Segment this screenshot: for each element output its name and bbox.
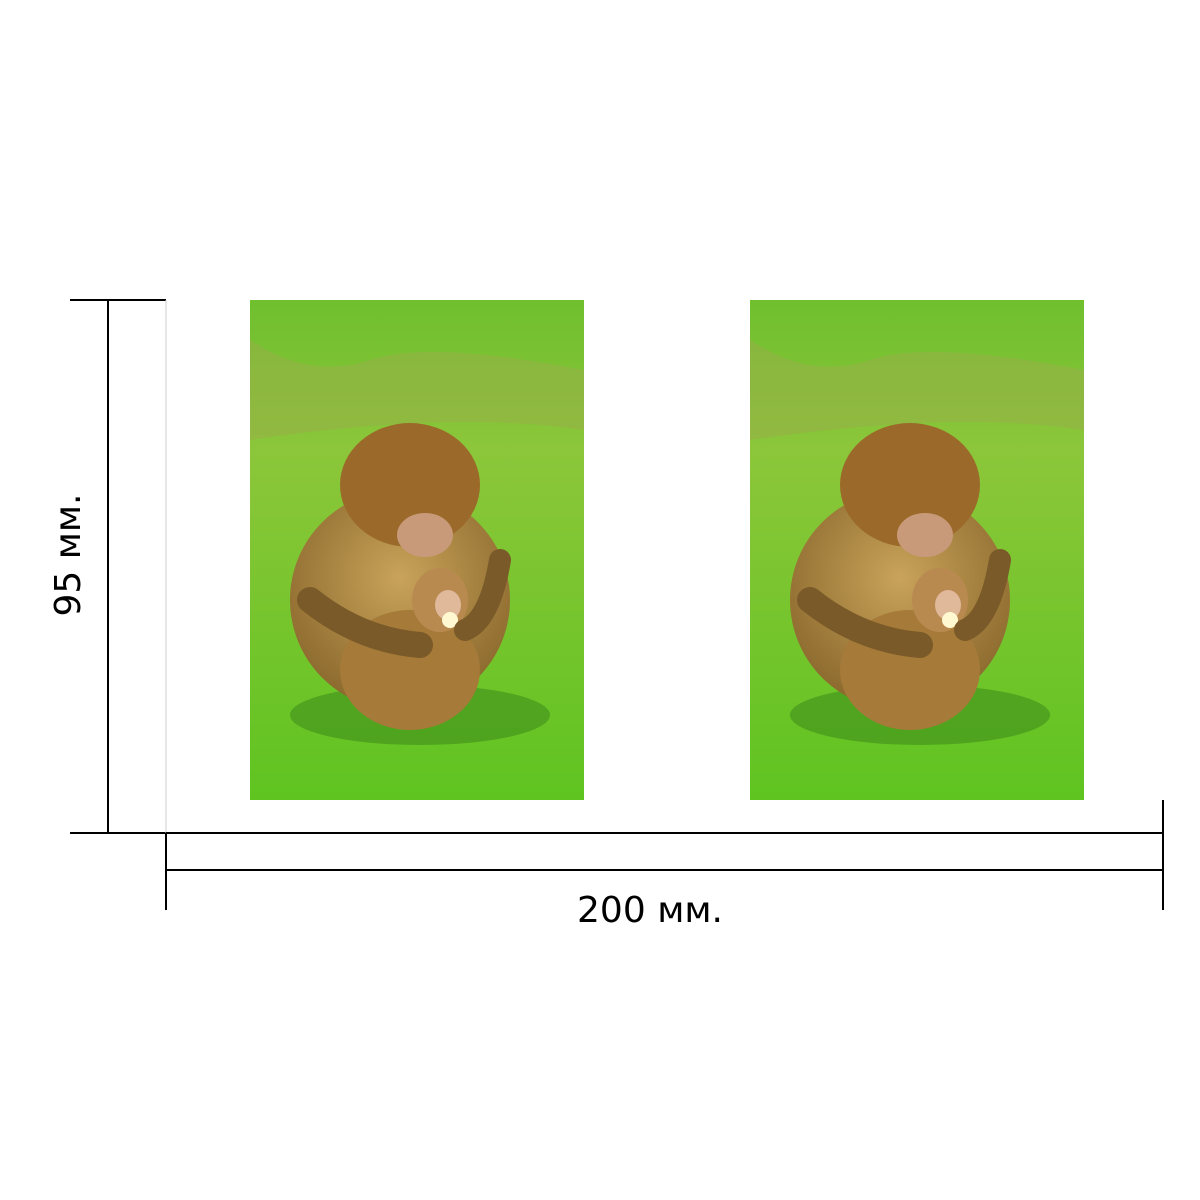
product-photo bbox=[750, 300, 1084, 800]
height-label: 95 мм. bbox=[48, 493, 89, 616]
width-label: 200 мм. bbox=[577, 890, 723, 931]
product-photo bbox=[250, 300, 584, 800]
